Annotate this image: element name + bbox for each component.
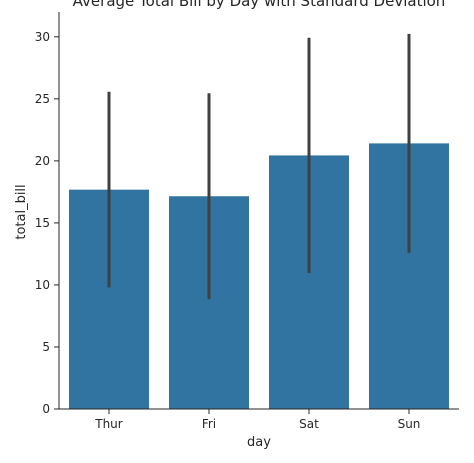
chart-title: Average Total Bill by Day with Standard … — [73, 0, 446, 10]
x-tick-label: Sat — [299, 417, 319, 431]
x-tick-label: Thur — [94, 417, 123, 431]
y-tick-label: 5 — [42, 340, 50, 354]
y-tick-label: 0 — [42, 402, 50, 416]
y-tick-label: 10 — [35, 278, 50, 292]
x-ticks: Thur Fri Sat Sun — [94, 409, 420, 431]
x-tick-label: Fri — [202, 417, 216, 431]
y-axis-title: total_bill — [14, 184, 29, 239]
y-tick-label: 30 — [35, 30, 50, 44]
errorbars-layer — [107, 33, 411, 300]
y-ticks: 0 5 10 15 20 25 30 — [35, 30, 59, 416]
x-tick-label: Sun — [398, 417, 421, 431]
y-tick-label: 25 — [35, 92, 50, 106]
bars-layer — [69, 143, 449, 409]
y-tick-label: 15 — [35, 216, 50, 230]
y-tick-label: 20 — [35, 154, 50, 168]
x-axis-title: day — [247, 435, 271, 450]
